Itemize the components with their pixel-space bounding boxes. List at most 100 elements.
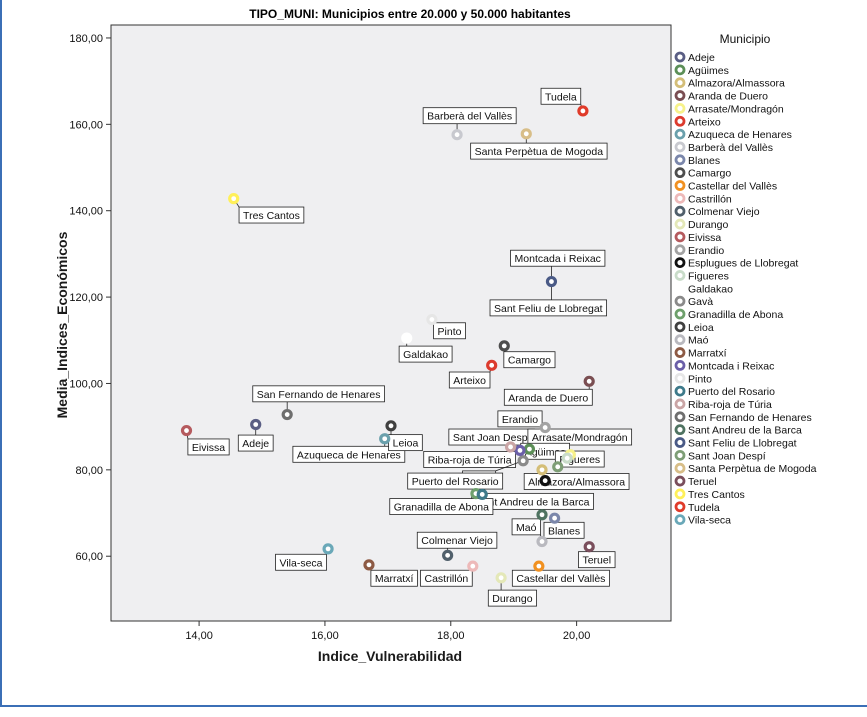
- legend-label: Erandio: [688, 245, 724, 257]
- data-point: [504, 441, 517, 453]
- callout-text: Azuqueca de Henares: [297, 449, 401, 461]
- chart-title: TIPO_MUNI: Municipios entre 20.000 y 50.…: [249, 7, 571, 21]
- callout-label: Arrasate/Mondragón: [527, 427, 633, 446]
- legend-label: Riba-roja de Túria: [688, 399, 772, 411]
- callout-label: Tres Cantos: [233, 198, 305, 224]
- callout-box: [292, 445, 406, 463]
- legend-marker: [674, 411, 686, 423]
- callout-text: Adeje: [242, 438, 269, 450]
- legend-label: Leioa: [688, 322, 714, 334]
- callout-box: [511, 569, 610, 587]
- callout-label: Aranda de Duero: [503, 381, 593, 406]
- callout-box: [238, 206, 305, 224]
- legend-label: Puerto del Rosario: [688, 386, 775, 398]
- x-tick-label: 18,00: [437, 630, 465, 642]
- legend-marker: [674, 77, 686, 89]
- callout-box: [237, 434, 274, 452]
- legend-marker: [674, 295, 686, 307]
- data-point: [486, 359, 498, 371]
- legend-marker: [674, 51, 686, 63]
- legend-marker: [674, 437, 686, 448]
- legend-marker: [674, 128, 686, 140]
- callout-text: Pinto: [438, 326, 462, 338]
- callout-box: [470, 142, 608, 160]
- callout-labels: Tudela Barberà del Vallès Santa Perpètua d…: [186, 87, 633, 607]
- data-point: [533, 560, 545, 572]
- plot-area: [110, 24, 672, 622]
- data-point: [536, 464, 548, 476]
- data-point: [577, 105, 589, 117]
- y-tick-label: 120,00: [69, 292, 103, 304]
- x-tick-label: 20,00: [563, 630, 591, 642]
- callout-label: Santa Perpètua de Mogoda: [470, 133, 608, 160]
- callout-text: Durango: [492, 593, 532, 605]
- legend-label: Azuqueca de Henares: [688, 129, 792, 141]
- data-point: [363, 559, 375, 571]
- callout-box: [527, 428, 633, 446]
- legend-marker: [674, 64, 686, 76]
- y-tick-label: 100,00: [69, 378, 103, 390]
- callout-label: Maó: [511, 518, 543, 542]
- callout-text: Arteixo: [453, 375, 486, 387]
- data-points: [180, 105, 595, 584]
- callout-box: [187, 438, 230, 456]
- callout-label: San Fernando de Henares: [252, 385, 385, 415]
- data-point: [467, 560, 479, 572]
- legend-marker: [674, 192, 686, 204]
- y-tick-label: 140,00: [69, 206, 103, 218]
- legend-label: Santa Perpètua de Mogoda: [688, 463, 817, 475]
- legend-marker: [674, 462, 686, 474]
- legend-marker: [674, 257, 686, 269]
- data-point: [523, 443, 536, 455]
- legend-marker: [674, 398, 686, 410]
- callout-label: Riba-roja de Túria: [423, 446, 516, 468]
- callout-box: [423, 451, 516, 468]
- callout-label: Leioa: [388, 425, 423, 452]
- legend-label: Barberà del Vallès: [688, 142, 773, 154]
- legend-label: Aranda de Duero: [688, 91, 768, 103]
- legend-marker: [674, 449, 686, 461]
- x-axis-title: Indice_Vulnerabilidad: [318, 648, 462, 664]
- legend-marker: [674, 321, 686, 333]
- legend-marker: [674, 334, 686, 346]
- callout-label: Durango: [487, 577, 537, 607]
- data-point: [498, 340, 510, 352]
- x-tick-label: 16,00: [311, 630, 339, 642]
- legend-label: Vila-seca: [688, 515, 731, 527]
- legend-marker: [674, 205, 686, 217]
- legend-label: Tres Cantos: [688, 489, 745, 501]
- callout-text: Barberà del Vallès: [427, 111, 512, 123]
- callout-box: [523, 473, 630, 490]
- y-axis-title: Media_Indices_Económicos: [54, 231, 70, 418]
- legend-marker: [674, 308, 686, 320]
- legend-label: Marratxí: [688, 348, 727, 360]
- y-tick-label: 60,00: [75, 551, 103, 563]
- callout-label: Camargo: [503, 345, 556, 369]
- callout-box: [398, 345, 453, 363]
- legend-label: Durango: [688, 219, 728, 231]
- legend-marker: [674, 501, 686, 513]
- callout-text: Castrillón: [424, 573, 468, 585]
- callout-text: Puerto del Rosario: [412, 476, 499, 488]
- data-point: [561, 452, 573, 464]
- callout-text: Santa Perpètua de Mogoda: [475, 146, 604, 158]
- callout-box: [497, 410, 543, 428]
- legend-label: Arteixo: [688, 116, 721, 128]
- legend-label: Esplugues de Llobregat: [688, 258, 798, 270]
- legend-marker: [674, 231, 686, 243]
- data-point: [180, 424, 193, 437]
- legend-marker: [674, 282, 686, 294]
- callout-box: [416, 531, 498, 549]
- callout-box: [487, 589, 537, 607]
- data-point: [228, 193, 240, 205]
- callout-label: Blanes: [543, 518, 585, 539]
- legend-marker: [674, 103, 686, 114]
- y-tick-label: 80,00: [75, 465, 103, 477]
- callout-box: [503, 351, 556, 369]
- legend-marker: [674, 347, 686, 358]
- legend-label: Maó: [688, 335, 709, 347]
- data-point: [514, 444, 526, 457]
- callout-text: Tres Cantos: [243, 210, 300, 222]
- data-point: [379, 433, 391, 445]
- callout-box: [448, 371, 491, 389]
